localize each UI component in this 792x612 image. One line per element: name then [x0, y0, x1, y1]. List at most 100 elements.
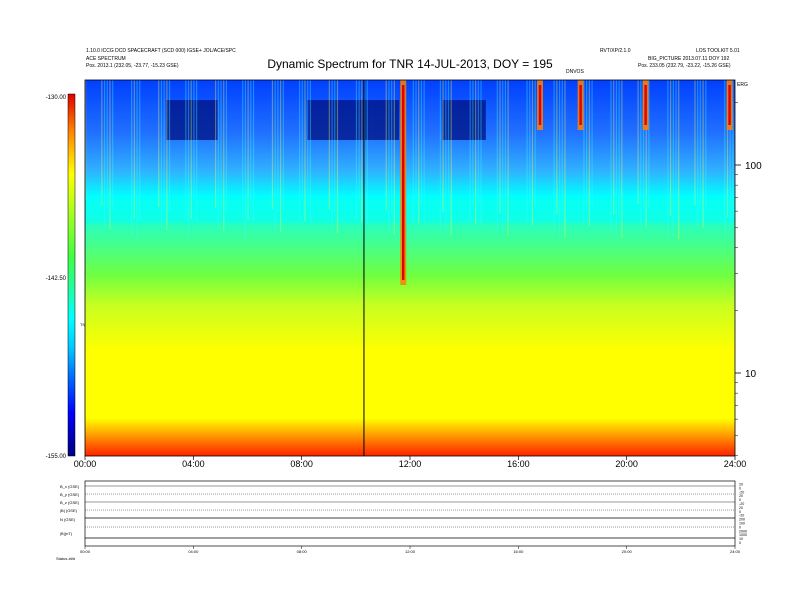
- striation: [109, 80, 111, 229]
- y-tick-label: 10: [745, 369, 757, 380]
- striation: [613, 80, 615, 215]
- striation: [729, 80, 731, 238]
- striation: [187, 80, 190, 238]
- trace-right-label: 20: [739, 494, 743, 498]
- striation: [504, 80, 506, 215]
- striation: [615, 80, 618, 236]
- striation: [363, 80, 366, 203]
- dark-band: [307, 100, 373, 140]
- lower-x-tick-label: 16:00: [513, 549, 524, 554]
- x-tick-label: 20:00: [615, 459, 638, 469]
- striation: [561, 80, 563, 216]
- trace-right-label: 0: [739, 541, 741, 545]
- header-toolkit-line: LOS TOOLKIT 5.01: [696, 48, 740, 54]
- striation: [225, 80, 228, 212]
- striation: [334, 80, 336, 212]
- striation: [160, 80, 163, 228]
- striation: [610, 80, 612, 234]
- header-position-left: Pos. 2013.1 (232.05, -23.77, -15.23 GSE): [86, 63, 179, 69]
- striation: [271, 80, 274, 209]
- striation: [163, 80, 165, 209]
- colorbar: [67, 93, 76, 457]
- header-position-right: Pos. 233.05 (232.79, -23.22, -15.26 GSE): [638, 63, 731, 69]
- striation: [274, 80, 276, 230]
- striation: [336, 80, 339, 233]
- striation: [475, 80, 477, 224]
- striation: [670, 80, 672, 216]
- striation: [358, 80, 360, 201]
- striation: [507, 80, 509, 236]
- x-tick-label: 00:00: [74, 459, 97, 469]
- lower-x-tick-label: 00:00: [80, 549, 91, 554]
- header-version-line: RVT/XP/2.1.0: [600, 48, 631, 54]
- striation: [101, 80, 103, 206]
- trace-right-label: -20: [739, 502, 744, 506]
- lower-x-tick-label: 24:00: [730, 549, 741, 554]
- striation: [588, 80, 590, 226]
- striation: [217, 80, 219, 229]
- x-tick-label: 08:00: [290, 459, 313, 469]
- lower-x-tick-label: 08:00: [297, 549, 308, 554]
- trace-right-label: 0: [739, 486, 741, 490]
- striation: [558, 80, 561, 235]
- striation: [477, 80, 479, 205]
- striation: [244, 80, 246, 239]
- striation: [499, 80, 501, 213]
- striation: [412, 80, 414, 221]
- striation: [131, 80, 133, 237]
- striation: [215, 80, 217, 208]
- striation: [298, 80, 301, 219]
- striation: [185, 80, 187, 217]
- dark-band: [442, 100, 486, 140]
- striation: [136, 80, 138, 239]
- header-source-line: 1.10.0 ICCG DCD SPACECRAFT (SCD 000) IGS…: [86, 48, 236, 54]
- x-tick-label: 04:00: [182, 459, 205, 469]
- striation: [166, 80, 168, 230]
- striation: [355, 80, 358, 220]
- striation: [423, 80, 425, 225]
- striation: [531, 80, 534, 225]
- striation: [726, 80, 729, 217]
- trace-row-label: |B| (GSE): [60, 508, 78, 513]
- trace-right-label: 100: [739, 522, 745, 526]
- spectrum-background: [85, 80, 735, 456]
- striation: [621, 80, 623, 238]
- striation: [304, 80, 306, 221]
- dark-band: [166, 100, 218, 140]
- striation: [724, 80, 726, 236]
- striation: [502, 80, 504, 234]
- striation: [106, 80, 108, 208]
- striation: [158, 80, 160, 207]
- striation: [331, 80, 333, 231]
- radio-burst-core: [579, 85, 582, 125]
- striation: [223, 80, 225, 231]
- striation: [190, 80, 192, 219]
- striation: [280, 80, 282, 232]
- striation: [393, 80, 395, 234]
- chart-title: Dynamic Spectrum for TNR 14-JUL-2013, DO…: [267, 57, 553, 71]
- striation: [469, 80, 471, 222]
- magnetometer-panel: B_x (GSE) B_y (GSE) B_z (GSE) |B| (GSE) N (G…: [56, 480, 747, 561]
- striation: [328, 80, 330, 210]
- trace-right-label: 10: [739, 537, 743, 541]
- trace-right-label: -20: [739, 514, 744, 518]
- striation: [472, 80, 474, 203]
- striation: [385, 80, 387, 211]
- striation: [591, 80, 593, 207]
- striation: [309, 80, 311, 223]
- striation: [196, 80, 198, 221]
- striation: [388, 80, 390, 232]
- striation: [168, 80, 171, 211]
- striation: [250, 80, 252, 201]
- striation: [420, 80, 423, 204]
- striation: [301, 80, 303, 200]
- striation: [583, 80, 585, 224]
- lower-x-tick-label: 20:00: [622, 549, 633, 554]
- striation: [678, 80, 680, 239]
- cyan-band: [85, 205, 735, 223]
- striation: [667, 80, 669, 235]
- lower-x-tick-label: 12:00: [405, 549, 416, 554]
- striation: [648, 80, 650, 208]
- dark-band: [372, 100, 400, 140]
